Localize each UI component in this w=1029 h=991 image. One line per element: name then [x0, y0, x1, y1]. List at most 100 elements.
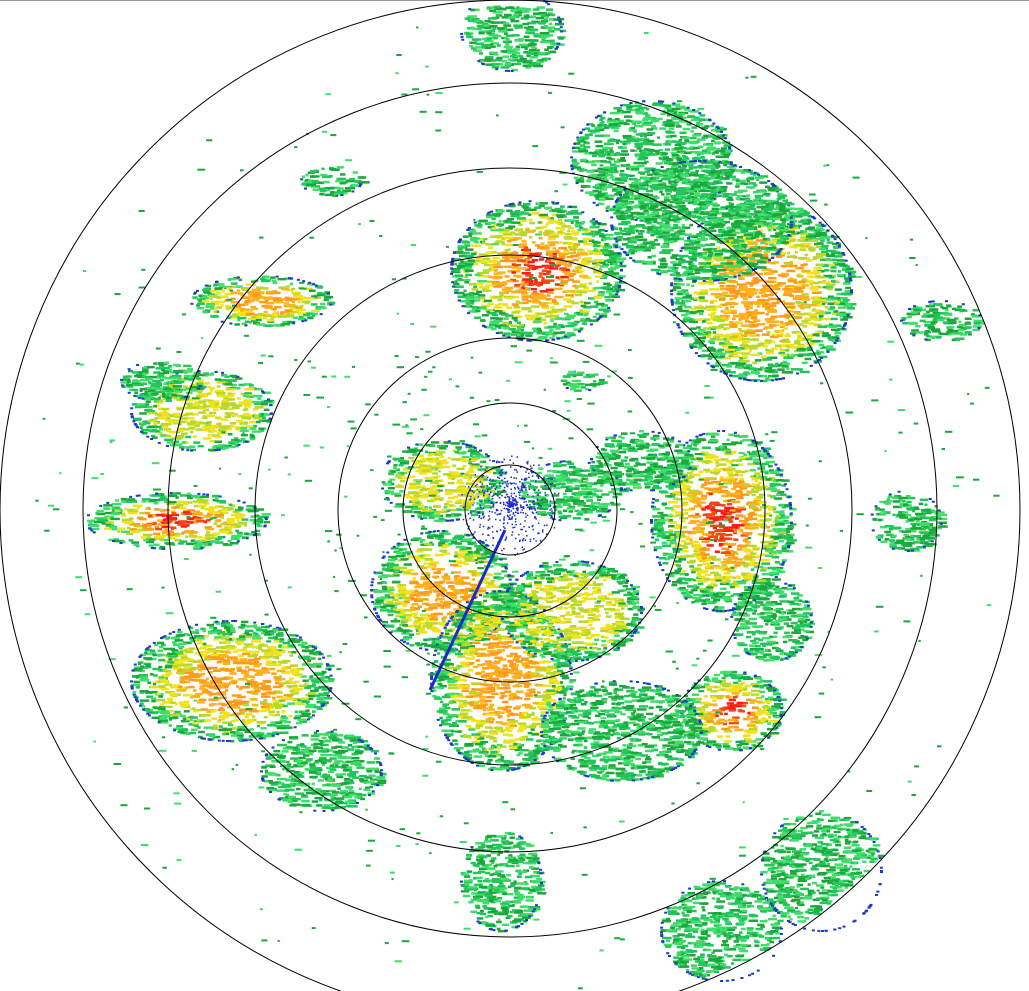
- echo-cell: [654, 168, 660, 172]
- echo-cell: [825, 324, 830, 328]
- echo-cell: [784, 334, 792, 338]
- echo-cell: [616, 264, 627, 268]
- echo-cell: [271, 308, 277, 311]
- echo-cell: [751, 344, 761, 348]
- echo-cell: [812, 270, 822, 274]
- echo-cell: [659, 127, 667, 130]
- echo-cell: [784, 228, 789, 231]
- echo-cell: [711, 256, 716, 259]
- echo-cell: [799, 248, 807, 252]
- echo-cell: [578, 256, 582, 260]
- echo-cell: [617, 119, 624, 123]
- echo-cell: [774, 207, 782, 211]
- echo-cell: [695, 169, 699, 173]
- echo-cell: [690, 327, 697, 330]
- echo-cell: [636, 104, 642, 107]
- echo-cell: [725, 327, 731, 330]
- echo-cell: [806, 238, 812, 241]
- echo-cell: [712, 318, 722, 322]
- echo-cell: [641, 123, 651, 126]
- echo-cell: [584, 133, 593, 137]
- echo-cell: [774, 217, 782, 221]
- echo-cell: [844, 290, 852, 293]
- echo-cell: [536, 332, 546, 335]
- echo-cell: [237, 292, 243, 295]
- echo-cell: [599, 118, 604, 121]
- echo-cell: [794, 287, 803, 291]
- echo-cell: [790, 221, 793, 224]
- echo-cell: [798, 304, 804, 308]
- echo-cell: [798, 368, 803, 371]
- echo-cell: [464, 255, 472, 258]
- echo-cell: [639, 149, 645, 153]
- echo-cell: [730, 216, 739, 220]
- echo-cell: [754, 301, 764, 305]
- echo-cell: [497, 303, 504, 306]
- echo-cell: [807, 303, 817, 307]
- echo-cell: [585, 289, 596, 293]
- echo-cell: [747, 242, 756, 245]
- echo-cell: [673, 111, 677, 115]
- echo-cell: [743, 378, 747, 381]
- echo-cell: [770, 315, 778, 319]
- echo-cell: [816, 349, 820, 353]
- echo-cell: [583, 286, 589, 289]
- echo-cell: [579, 176, 584, 179]
- echo-cell: [564, 259, 574, 263]
- echo-cell: [529, 294, 536, 297]
- echo-cell: [670, 282, 674, 285]
- echo-cell: [846, 314, 850, 317]
- echo-cell: [571, 159, 578, 162]
- echo-cell: [660, 112, 666, 115]
- echo-cell: [593, 251, 603, 255]
- echo-cell: [714, 174, 718, 177]
- echo-cell: [656, 136, 660, 139]
- echo-cell: [502, 259, 512, 263]
- echo-cell: [751, 251, 757, 255]
- echo-cell: [821, 301, 827, 304]
- echo-cell: [454, 285, 464, 288]
- echo-cell: [538, 204, 545, 208]
- echo-cell: [674, 189, 680, 192]
- echo-cell: [696, 121, 701, 125]
- echo-cell: [503, 295, 514, 299]
- echo-cell: [667, 109, 675, 112]
- echo-cell: [739, 166, 743, 168]
- echo-cell: [541, 277, 545, 280]
- echo-cell: [660, 224, 671, 227]
- echo-cell: [571, 301, 579, 305]
- echo-cell: [622, 142, 627, 146]
- echo-cell: [450, 267, 454, 270]
- echo-cell: [821, 281, 831, 284]
- echo-cell: [531, 282, 541, 286]
- echo-cell: [549, 336, 554, 340]
- echo-cell: [619, 280, 622, 283]
- echo-cell: [836, 242, 840, 244]
- echo-cell: [111, 502, 122, 506]
- echo-cell: [451, 258, 461, 261]
- echo-cell: [782, 338, 790, 341]
- echo-cell: [797, 348, 806, 351]
- echo-cell: [749, 338, 756, 341]
- echo-cell: [710, 191, 718, 194]
- echo-cell: [743, 259, 748, 262]
- echo-cell: [812, 256, 821, 259]
- echo-cell: [528, 218, 533, 222]
- echo-cell: [681, 320, 687, 323]
- echo-cell: [661, 152, 666, 155]
- echo-cell: [773, 270, 777, 273]
- echo-cell: [614, 264, 620, 268]
- echo-cell: [797, 354, 804, 357]
- echo-cell: [762, 358, 772, 361]
- echo-cell: [641, 112, 648, 115]
- echo-cell: [710, 316, 714, 319]
- echo-cell: [787, 278, 797, 281]
- echo-cell: [472, 292, 480, 296]
- echo-cell: [815, 232, 819, 235]
- echo-cell: [729, 371, 736, 374]
- echo-cell: [724, 161, 731, 164]
- echo-cell: [564, 233, 571, 236]
- echo-cell: [670, 121, 675, 125]
- echo-cell: [730, 207, 734, 211]
